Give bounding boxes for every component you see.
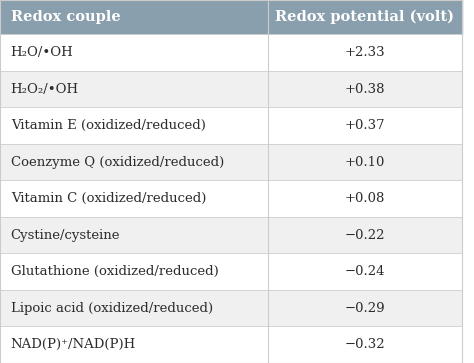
Text: Lipoic acid (oxidized/reduced): Lipoic acid (oxidized/reduced): [11, 302, 213, 315]
Text: −0.22: −0.22: [345, 229, 385, 242]
Text: −0.29: −0.29: [345, 302, 385, 315]
Text: +0.08: +0.08: [345, 192, 385, 205]
FancyBboxPatch shape: [0, 326, 462, 363]
Text: −0.32: −0.32: [345, 338, 385, 351]
Text: +2.33: +2.33: [345, 46, 385, 59]
Text: Vitamin E (oxidized/reduced): Vitamin E (oxidized/reduced): [11, 119, 206, 132]
FancyBboxPatch shape: [0, 253, 462, 290]
Text: H₂O/•OH: H₂O/•OH: [11, 46, 73, 59]
FancyBboxPatch shape: [0, 180, 462, 217]
Text: Coenzyme Q (oxidized/reduced): Coenzyme Q (oxidized/reduced): [11, 156, 224, 169]
Text: Redox potential (volt): Redox potential (volt): [275, 10, 454, 24]
Text: +0.37: +0.37: [345, 119, 385, 132]
Text: +0.10: +0.10: [345, 156, 385, 169]
Text: +0.38: +0.38: [345, 83, 385, 96]
Text: Redox couple: Redox couple: [11, 10, 120, 24]
FancyBboxPatch shape: [0, 290, 462, 326]
FancyBboxPatch shape: [0, 107, 462, 144]
FancyBboxPatch shape: [0, 144, 462, 180]
FancyBboxPatch shape: [0, 217, 462, 253]
Text: Glutathione (oxidized/reduced): Glutathione (oxidized/reduced): [11, 265, 219, 278]
Text: −0.24: −0.24: [345, 265, 385, 278]
FancyBboxPatch shape: [0, 0, 462, 34]
FancyBboxPatch shape: [0, 34, 462, 71]
Text: Cystine/cysteine: Cystine/cysteine: [11, 229, 120, 242]
Text: Vitamin C (oxidized/reduced): Vitamin C (oxidized/reduced): [11, 192, 206, 205]
Text: NAD(P)⁺/NAD(P)H: NAD(P)⁺/NAD(P)H: [11, 338, 136, 351]
FancyBboxPatch shape: [0, 71, 462, 107]
Text: H₂O₂/•OH: H₂O₂/•OH: [11, 83, 79, 96]
